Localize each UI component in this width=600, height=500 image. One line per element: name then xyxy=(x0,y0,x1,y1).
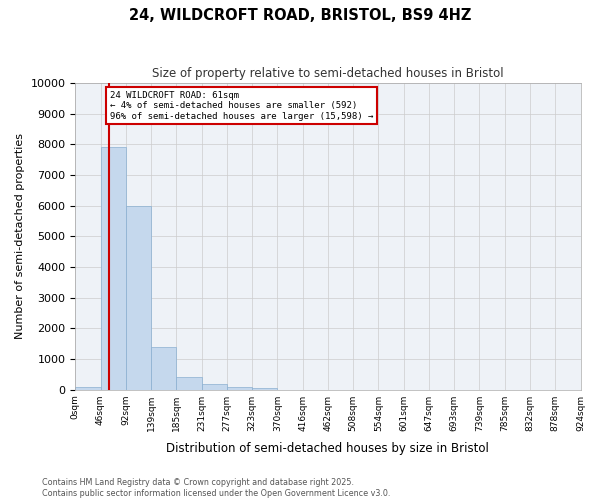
Bar xyxy=(252,388,277,390)
Bar xyxy=(227,386,252,390)
Bar xyxy=(202,384,227,390)
Text: Contains HM Land Registry data © Crown copyright and database right 2025.
Contai: Contains HM Land Registry data © Crown c… xyxy=(42,478,391,498)
Text: 24, WILDCROFT ROAD, BRISTOL, BS9 4HZ: 24, WILDCROFT ROAD, BRISTOL, BS9 4HZ xyxy=(129,8,471,22)
Text: 24 WILDCROFT ROAD: 61sqm
← 4% of semi-detached houses are smaller (592)
96% of s: 24 WILDCROFT ROAD: 61sqm ← 4% of semi-de… xyxy=(110,90,373,120)
Bar xyxy=(151,346,176,390)
Title: Size of property relative to semi-detached houses in Bristol: Size of property relative to semi-detach… xyxy=(152,68,504,80)
Bar xyxy=(75,386,101,390)
Bar xyxy=(176,378,202,390)
Bar xyxy=(101,148,126,390)
X-axis label: Distribution of semi-detached houses by size in Bristol: Distribution of semi-detached houses by … xyxy=(166,442,490,455)
Y-axis label: Number of semi-detached properties: Number of semi-detached properties xyxy=(15,134,25,340)
Bar xyxy=(126,206,151,390)
